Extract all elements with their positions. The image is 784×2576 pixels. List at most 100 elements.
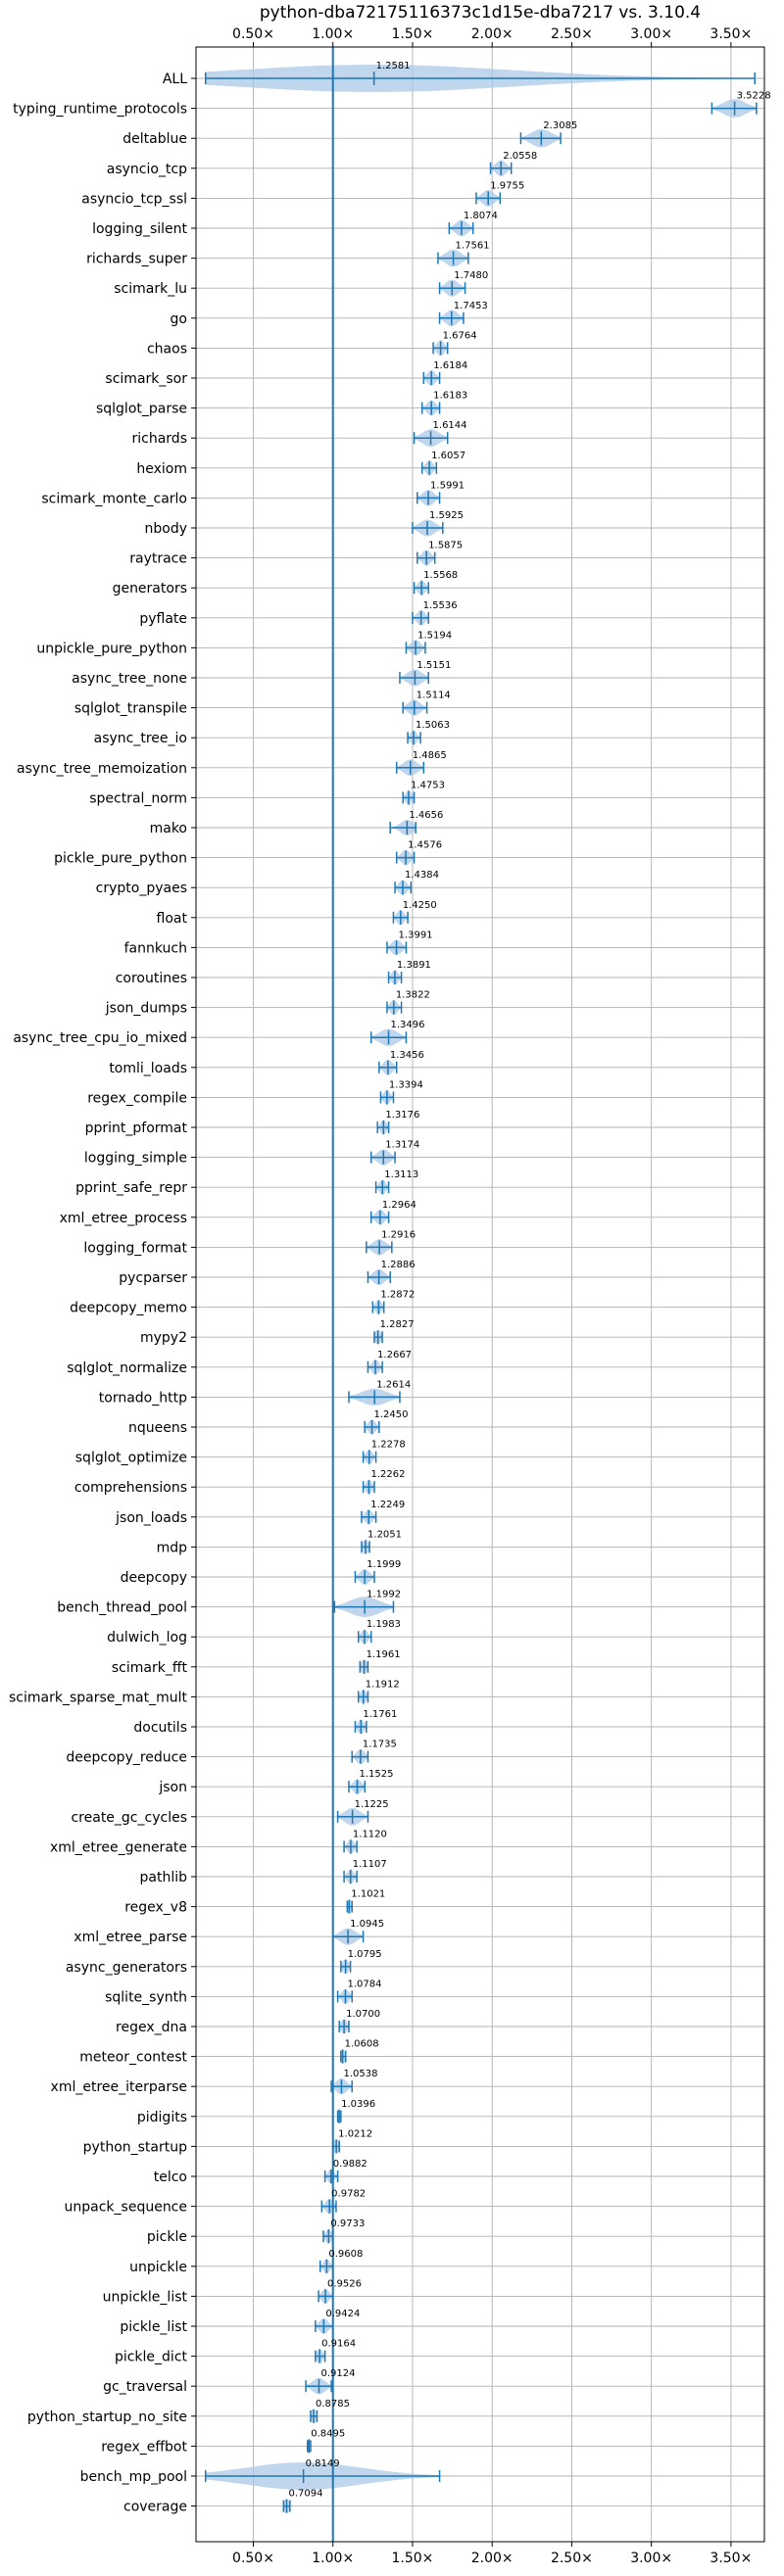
category-label: xml_etree_process [60, 1211, 187, 1226]
category-label: xml_etree_generate [50, 1839, 187, 1855]
category-label: gc_traversal [103, 2379, 187, 2395]
value-label: 1.3991 [399, 930, 433, 940]
value-label: 1.9755 [490, 180, 524, 191]
value-label: 1.4753 [411, 780, 445, 790]
category-label: logging_silent [92, 221, 187, 237]
x-tick-label-top: 2.00× [471, 26, 514, 42]
category-label: mypy2 [140, 1330, 187, 1346]
category-label: pprint_pformat [85, 1121, 188, 1136]
category-label: pprint_safe_repr [75, 1180, 187, 1196]
category-label: pickle_dict [115, 2350, 188, 2365]
value-label: 1.3394 [389, 1079, 423, 1090]
category-label: ALL [163, 72, 187, 87]
value-label: 0.9526 [327, 2278, 362, 2289]
value-label: 0.9124 [320, 2368, 355, 2379]
x-tick-label-bottom: 3.50× [710, 2551, 752, 2566]
x-tick-label-top: 3.50× [710, 26, 752, 42]
category-label: scimark_monte_carlo [41, 491, 187, 506]
value-label: 1.2827 [380, 1319, 415, 1330]
category-label: sqlglot_parse [96, 402, 187, 417]
value-label: 1.2051 [368, 1529, 402, 1540]
category-label: scimark_lu [114, 281, 187, 297]
chart-title: python-dba72175116373c1d15e-dba7217 vs. … [260, 3, 701, 23]
x-tick-label-top: 2.50× [551, 26, 593, 42]
value-label: 1.0396 [341, 2099, 375, 2110]
value-label: 0.9733 [330, 2218, 365, 2229]
category-label: pickle_list [120, 2319, 187, 2335]
value-label: 0.9164 [321, 2339, 356, 2350]
value-label: 1.3822 [396, 990, 430, 1001]
category-label: fannkuch [124, 940, 187, 956]
value-label: 1.1525 [359, 1769, 393, 1780]
value-label: 1.5991 [430, 480, 465, 491]
category-label: mdp [157, 1540, 188, 1555]
value-label: 1.2450 [374, 1409, 409, 1420]
value-label: 1.1021 [351, 1889, 385, 1900]
value-label: 0.9608 [328, 2249, 363, 2260]
value-label: 1.1120 [353, 1829, 387, 1839]
value-label: 1.1961 [367, 1649, 401, 1660]
category-label: meteor_contest [79, 2050, 187, 2066]
value-label: 1.4384 [405, 870, 439, 881]
value-label: 0.8495 [311, 2428, 345, 2439]
whiskers [204, 47, 758, 2542]
value-label: 1.4250 [403, 900, 437, 911]
plot-frame [195, 46, 765, 2543]
value-label: 0.9882 [333, 2159, 368, 2170]
category-label: asyncio_tcp_ssl [81, 191, 187, 207]
category-label: bench_mp_pool [80, 2469, 187, 2485]
value-label: 1.6764 [443, 330, 477, 341]
value-label: 1.2581 [376, 61, 411, 72]
value-label: 1.2278 [371, 1440, 406, 1451]
x-tick-label-top: 1.00× [312, 26, 354, 42]
value-label: 1.3496 [391, 1020, 425, 1030]
value-label: 1.1225 [355, 1799, 389, 1810]
category-label: telco [154, 2170, 187, 2185]
value-label: 1.6057 [431, 451, 466, 461]
category-label: json [158, 1780, 187, 1795]
category-label: async_tree_memoization [17, 761, 187, 777]
category-label: deepcopy_memo [70, 1301, 187, 1316]
category-label: unpack_sequence [65, 2200, 187, 2216]
value-label: 1.4656 [409, 810, 443, 821]
category-label: spectral_norm [89, 790, 187, 806]
value-label: 1.5151 [416, 660, 451, 671]
category-label: sqlglot_normalize [67, 1360, 187, 1376]
value-label: 1.2916 [381, 1229, 416, 1240]
x-tick-label-top: 1.50× [391, 26, 433, 42]
value-label: 1.5568 [423, 570, 458, 581]
value-label: 1.1761 [363, 1709, 397, 1720]
value-label: 1.2262 [370, 1469, 405, 1480]
value-label: 1.0700 [346, 2009, 380, 2020]
category-label: hexiom [136, 461, 187, 477]
value-label: 1.5194 [417, 630, 452, 641]
category-label: unpickle [129, 2260, 187, 2275]
category-label: async_tree_io [94, 731, 187, 746]
category-label: sqlite_synth [105, 1989, 187, 2005]
value-label: 1.2614 [376, 1379, 411, 1390]
x-tick-label-bottom: 1.00× [312, 2551, 354, 2566]
value-label: 1.3174 [385, 1140, 419, 1151]
category-label: regex_v8 [124, 1900, 187, 1916]
value-label: 1.2886 [381, 1260, 416, 1270]
category-label: crypto_pyaes [96, 881, 187, 896]
category-label: async_tree_none [72, 671, 187, 687]
category-label: async_generators [66, 1960, 187, 1976]
value-label: 1.5114 [416, 691, 451, 701]
category-label: float [157, 911, 188, 927]
category-label: pidigits [137, 2110, 187, 2125]
category-label: pickle [147, 2229, 187, 2245]
value-label: 1.5925 [429, 510, 464, 521]
value-label: 1.0784 [347, 1979, 381, 1989]
category-label: typing_runtime_protocols [13, 102, 187, 118]
value-label: 0.8785 [316, 2399, 350, 2409]
value-label: 1.1983 [367, 1619, 401, 1630]
x-tick-label-bottom: 0.50× [232, 2551, 274, 2566]
category-label: python_startup [83, 2139, 187, 2155]
value-label: 1.2249 [370, 1500, 405, 1510]
value-label: 0.8149 [306, 2458, 340, 2469]
category-label: tornado_http [99, 1390, 187, 1406]
value-label: 0.7094 [289, 2489, 323, 2500]
x-tick-label-top: 0.50× [232, 26, 274, 42]
